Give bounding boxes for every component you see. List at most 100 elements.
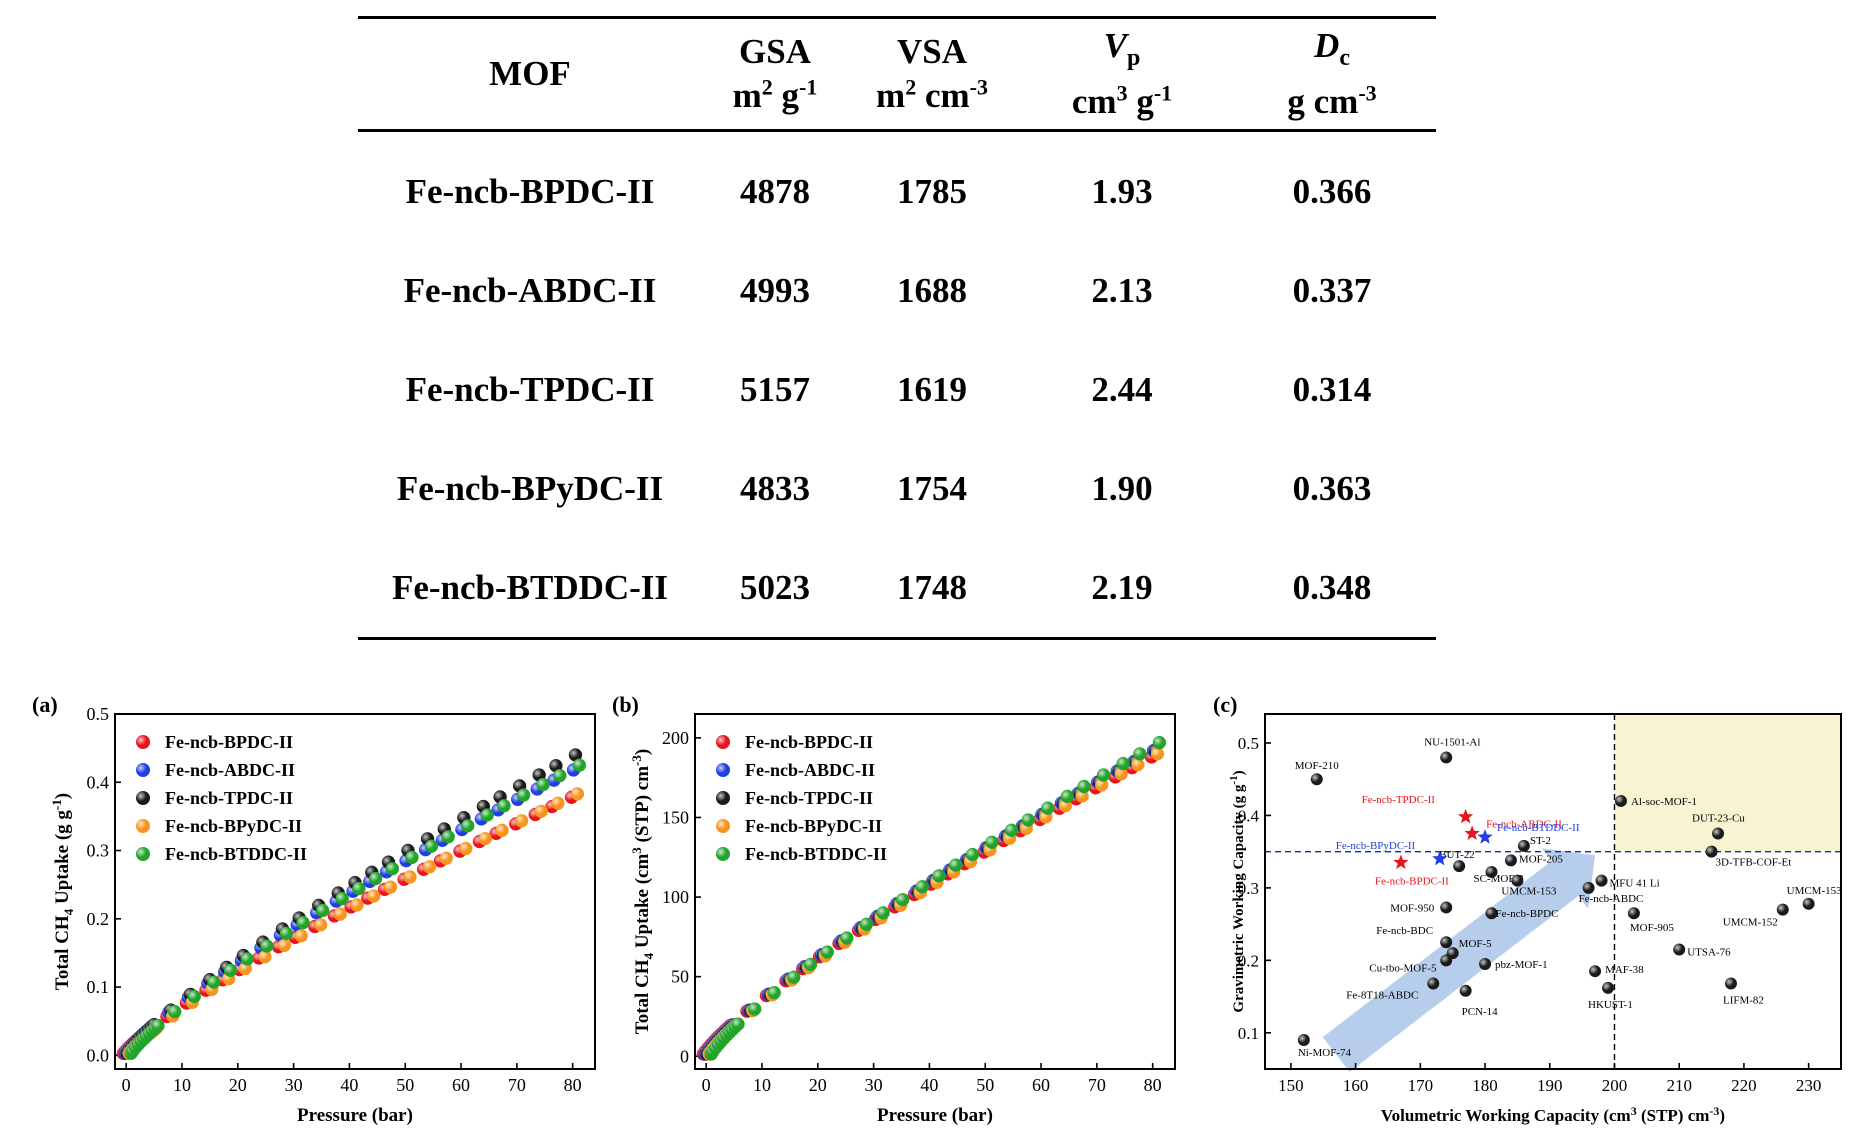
legend-marker <box>136 735 150 749</box>
star-label: Fe-ncb-BTDDC-II <box>1497 822 1580 834</box>
literature-point <box>1440 954 1453 967</box>
data-point <box>366 889 381 903</box>
star-marker <box>1477 829 1493 844</box>
properties-table-container: MOF GSA m2 g-1 VSA m2 cm-3 Vp cm3 g-1 Dc… <box>358 16 1436 640</box>
table-row: Fe-ncb-ABDC-II 4993 1688 2.13 0.337 <box>358 241 1436 340</box>
x-tick-label: 60 <box>1032 1075 1050 1095</box>
data-point <box>207 975 221 989</box>
x-tick-label: 40 <box>340 1075 358 1095</box>
target-region <box>1614 714 1841 852</box>
y-tick-label: 0.4 <box>1238 806 1260 825</box>
legend-marker <box>716 791 730 805</box>
literature-point <box>1614 794 1627 807</box>
data-point <box>1152 735 1167 750</box>
y-tick-label: 50 <box>671 967 689 987</box>
table-row: Fe-ncb-BPyDC-II 4833 1754 1.90 0.363 <box>358 439 1436 538</box>
legend-marker <box>136 819 150 833</box>
data-point <box>333 907 347 921</box>
point-label: SC-MOF-3 <box>1474 873 1525 885</box>
data-point <box>459 841 473 856</box>
cell-vp: 2.19 <box>1091 567 1153 607</box>
header-dc: Dc g cm-3 <box>1287 26 1377 121</box>
cell-gsa: 5157 <box>740 369 810 409</box>
literature-point <box>1627 907 1640 920</box>
literature-point <box>1802 897 1815 910</box>
data-point <box>948 858 963 872</box>
cell-vsa: 1748 <box>897 567 967 607</box>
y-tick-label: 0 <box>680 1046 689 1066</box>
legend-label: Fe-ncb-BTDDC-II <box>165 844 307 864</box>
star-label: Fe-ncb-ABDC-II <box>1486 819 1562 831</box>
x-axis-label: Pressure (bar) <box>877 1105 993 1126</box>
x-tick-label: 80 <box>564 1075 582 1095</box>
literature-point <box>1440 936 1453 949</box>
x-tick-label: 180 <box>1472 1076 1498 1095</box>
data-point <box>240 952 254 966</box>
data-point <box>478 832 493 846</box>
panel-label: (a) <box>32 692 58 717</box>
point-label: BUT-22 <box>1439 849 1475 861</box>
point-label: MOF-210 <box>1295 760 1340 772</box>
cell-mof: Fe-ncb-BTDDC-II <box>391 567 669 607</box>
x-tick-label: 20 <box>809 1075 827 1095</box>
legend-marker <box>716 735 730 749</box>
point-label: Fe-ncb-BPDC <box>1496 908 1559 920</box>
cell-vp: 2.44 <box>1091 369 1153 409</box>
cell-vp: 2.13 <box>1091 270 1153 310</box>
legend-label: Fe-ncb-TPDC-II <box>745 788 873 808</box>
legend-label: Fe-ncb-ABDC-II <box>165 760 295 780</box>
star-marker <box>1458 808 1474 824</box>
literature-point <box>1595 874 1608 887</box>
x-tick-label: 80 <box>1144 1075 1162 1095</box>
data-point <box>187 989 201 1004</box>
data-point <box>767 985 781 1000</box>
point-label: Fe-8T18-ABDC <box>1346 989 1418 1001</box>
y-tick-label: 0.5 <box>1238 734 1259 753</box>
table-row: Fe-ncb-BTDDC-II 5023 1748 2.19 0.348 <box>358 538 1436 639</box>
point-label: HKUST-1 <box>1588 999 1633 1011</box>
x-tick-label: 50 <box>396 1075 414 1095</box>
data-point <box>1060 789 1074 804</box>
literature-point <box>1297 1034 1310 1047</box>
cell-vsa: 1688 <box>897 270 967 310</box>
x-tick-label: 190 <box>1537 1076 1563 1095</box>
y-axis-label: Total CH4 Uptake (cm3 (STP) cm-3) <box>629 749 656 1034</box>
literature-point <box>1511 874 1524 887</box>
data-point <box>534 804 548 819</box>
point-label: MOF-950 <box>1390 902 1435 914</box>
point-label: NU-1501-Al <box>1424 736 1480 748</box>
literature-point <box>1712 827 1725 840</box>
literature-point <box>1504 854 1517 867</box>
x-tick-label: 150 <box>1278 1076 1304 1095</box>
point-label: pbz-MOF-1 <box>1495 959 1548 971</box>
point-label: MAF-38 <box>1605 964 1644 976</box>
data-point <box>441 830 455 844</box>
data-point <box>551 796 565 810</box>
data-point <box>932 869 946 883</box>
literature-point <box>1440 751 1453 764</box>
y-tick-label: 100 <box>662 887 689 907</box>
legend-label: Fe-ncb-BPDC-II <box>745 732 873 752</box>
data-point <box>876 906 890 920</box>
data-point <box>536 777 550 792</box>
x-tick-label: 50 <box>976 1075 994 1095</box>
data-point <box>461 819 475 833</box>
x-tick-label: 20 <box>229 1075 247 1095</box>
literature-point <box>1673 943 1686 956</box>
data-point <box>1021 813 1035 827</box>
literature-point <box>1310 773 1323 786</box>
data-point <box>405 850 419 865</box>
literature-point <box>1582 881 1595 894</box>
x-tick-label: 230 <box>1796 1076 1822 1095</box>
cell-vsa: 1619 <box>897 369 967 409</box>
literature-point <box>1459 984 1472 997</box>
star-marker <box>1393 854 1409 869</box>
literature-point <box>1485 865 1498 878</box>
x-tick-label: 10 <box>753 1075 771 1095</box>
cell-vsa: 1754 <box>897 468 967 508</box>
literature-point <box>1776 903 1789 916</box>
point-label: MOF-5 <box>1459 938 1493 950</box>
x-tick-label: 200 <box>1602 1076 1628 1095</box>
x-axis-label: Volumetric Working Capacity (cm3 (STP) c… <box>1381 1104 1725 1125</box>
data-point <box>570 787 585 801</box>
